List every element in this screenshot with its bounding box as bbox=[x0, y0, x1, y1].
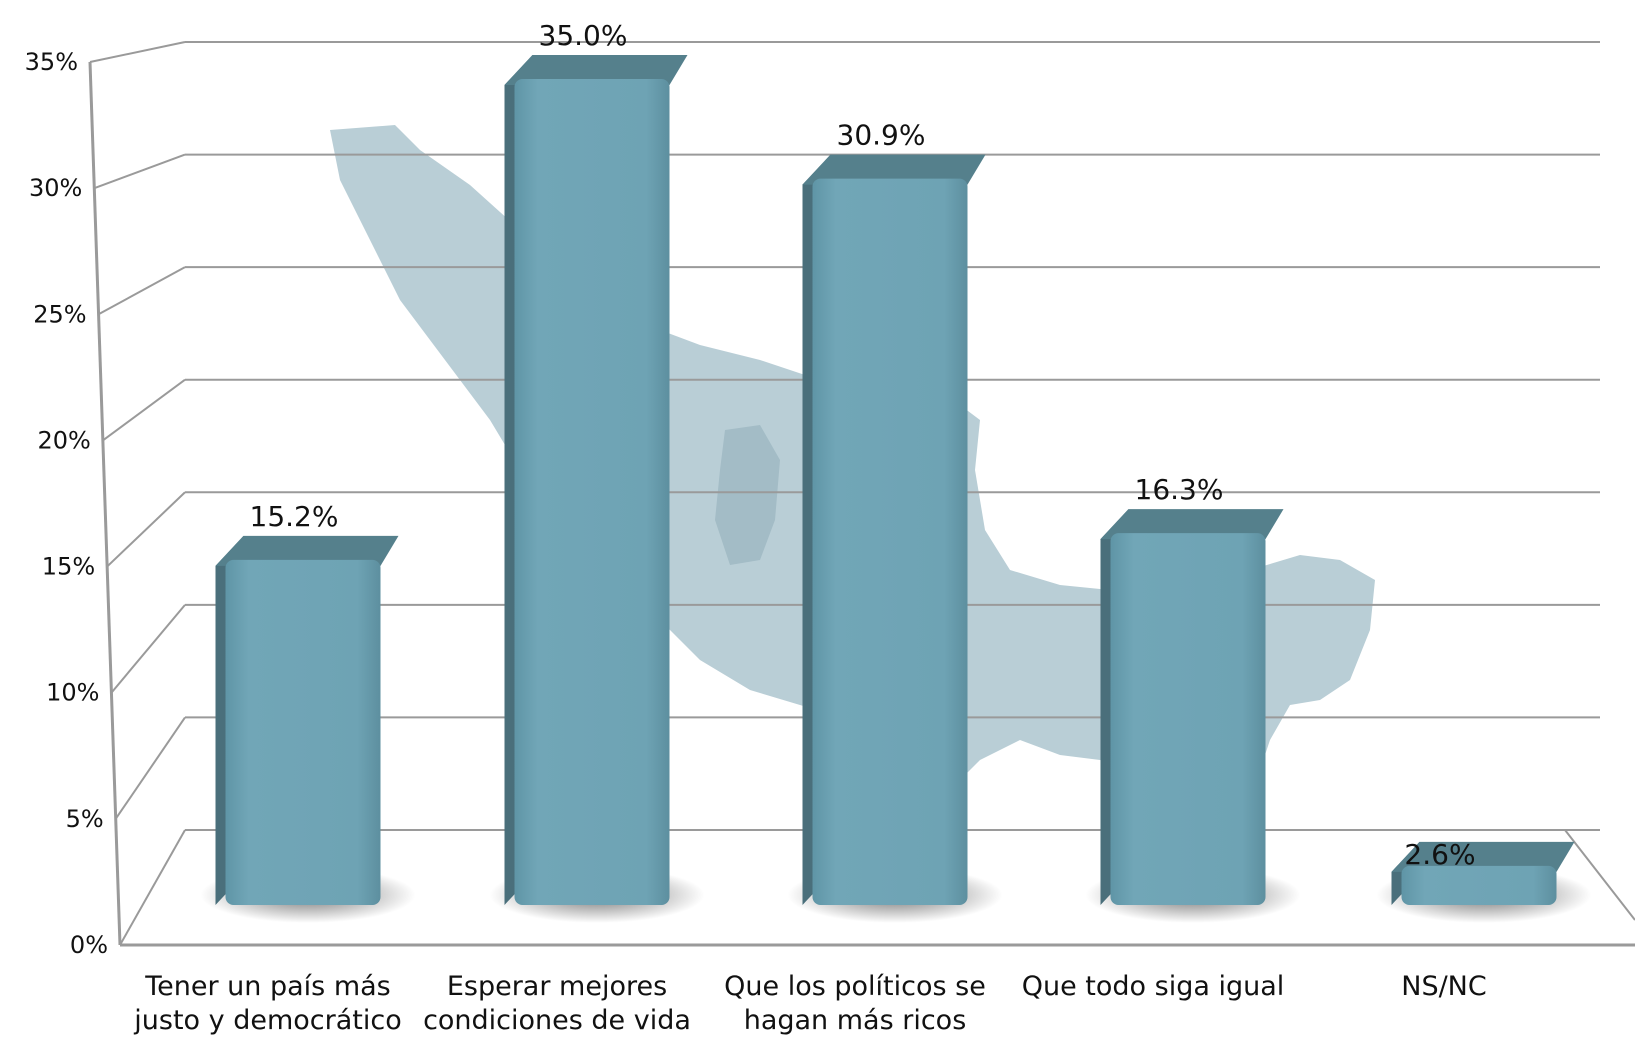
y-axis-line bbox=[88, 61, 122, 946]
gridline-wall bbox=[106, 491, 186, 568]
bars-group bbox=[200, 55, 1592, 923]
y-tick-label: 30% bbox=[29, 174, 82, 202]
data-label: 35.0% bbox=[539, 19, 628, 52]
y-tick-label: 15% bbox=[42, 553, 95, 581]
gridline-wall bbox=[89, 41, 186, 63]
bar-1 bbox=[514, 79, 670, 905]
data-label: 15.2% bbox=[250, 500, 339, 533]
gridline-wall bbox=[119, 829, 186, 946]
map-detail bbox=[715, 425, 780, 565]
category-label: Esperar mejores bbox=[447, 971, 667, 1002]
floor-edge bbox=[1564, 829, 1635, 921]
bar-4 bbox=[1401, 865, 1557, 905]
bar-top-0 bbox=[215, 535, 399, 566]
gridline-wall bbox=[110, 604, 186, 694]
category-label: hagan más ricos bbox=[744, 1005, 967, 1036]
gridline-wall bbox=[114, 716, 186, 820]
gridline-wall bbox=[102, 378, 186, 442]
data-label: 30.9% bbox=[837, 119, 926, 152]
gridline-wall bbox=[93, 153, 186, 190]
labels-group: 0% 5% 10% 15% 20% 25% 30% 35% 15.2% Tener un país… bbox=[25, 19, 1487, 1036]
bar-top-2 bbox=[802, 154, 986, 185]
category-label: Que los políticos se bbox=[724, 971, 986, 1002]
category-label: Que todo siga igual bbox=[1022, 971, 1285, 1002]
y-tick-label: 20% bbox=[38, 426, 91, 454]
category-label: condiciones de vida bbox=[423, 1005, 691, 1036]
bar-3 bbox=[1110, 533, 1266, 905]
y-tick-label: 0% bbox=[70, 931, 108, 959]
y-tick-label: 5% bbox=[66, 805, 104, 833]
y-tick-label: 35% bbox=[25, 48, 78, 76]
category-label: Tener un país más bbox=[144, 971, 390, 1002]
bar-top-1 bbox=[504, 55, 688, 85]
gridline-wall bbox=[98, 266, 186, 316]
data-label: 2.6% bbox=[1404, 838, 1475, 871]
category-label: justo y democrático bbox=[133, 1005, 401, 1036]
category-label: NS/NC bbox=[1401, 971, 1486, 1002]
bar-top-3 bbox=[1100, 509, 1284, 540]
y-tick-label: 25% bbox=[33, 300, 86, 328]
bar-2 bbox=[812, 178, 968, 906]
y-tick-label: 10% bbox=[46, 679, 99, 707]
bar-0 bbox=[225, 559, 381, 905]
bar-top-4 bbox=[1391, 841, 1575, 872]
data-label: 16.3% bbox=[1135, 473, 1224, 506]
